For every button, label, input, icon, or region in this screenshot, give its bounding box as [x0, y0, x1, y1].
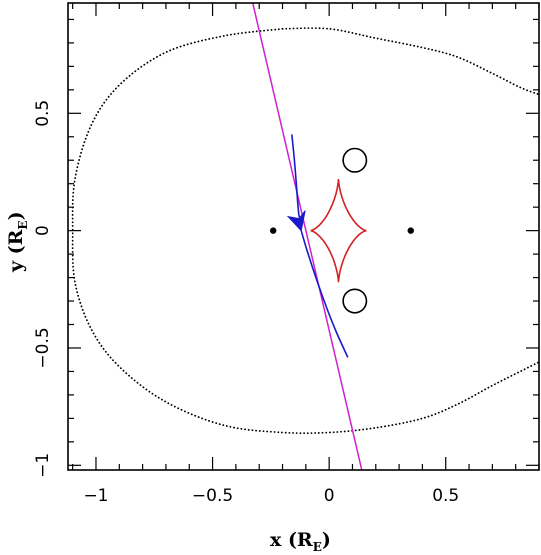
- lens-point-1: [407, 227, 414, 234]
- x-axis-label: x (RE): [270, 529, 331, 554]
- direction-arrowhead: [286, 210, 306, 232]
- series-0-critical-curve: [281, 27, 539, 96]
- tick-labels: −1 −0.5 0 0.5 −1 −0.5 0 0.5: [33, 100, 459, 506]
- caustic-curve: [310, 179, 367, 283]
- series-2-oval: [342, 147, 368, 173]
- plot-content: [71, 3, 539, 470]
- x-tick-label: 0: [324, 486, 335, 506]
- y-tick-label: 0.5: [33, 100, 53, 127]
- x-tick-label: −0.5: [192, 486, 233, 506]
- y-tick-label: −1: [33, 453, 53, 478]
- plot-frame: [67, 2, 540, 471]
- series-7-line: [300, 230, 349, 358]
- x-tick-label: −1: [83, 486, 108, 506]
- lens-point-0: [269, 227, 277, 234]
- plot-frame-border: [67, 2, 540, 471]
- series-5-line: [251, 3, 363, 470]
- y-axis-label: y (RE): [5, 211, 30, 273]
- series-3-oval: [342, 288, 368, 314]
- y-tick-label: 0: [33, 225, 53, 236]
- series-1-critical-curve: [71, 27, 539, 435]
- x-tick-label: 0.5: [432, 486, 459, 506]
- y-tick-label: −0.5: [33, 327, 53, 368]
